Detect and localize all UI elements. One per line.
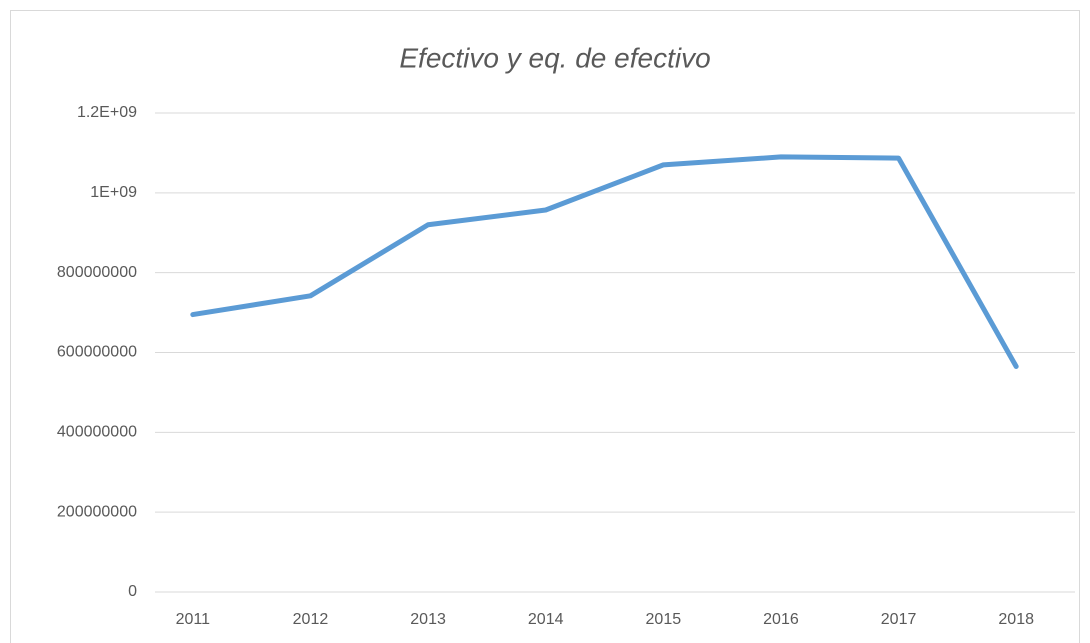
x-tick-label: 2015: [646, 611, 682, 628]
y-tick-label: 0: [128, 583, 137, 600]
y-tick-label: 1.2E+09: [77, 104, 137, 121]
x-tick-label: 2013: [410, 611, 446, 628]
y-tick-label: 400000000: [57, 424, 137, 441]
y-tick-label: 200000000: [57, 503, 137, 520]
y-tick-label: 800000000: [57, 264, 137, 281]
x-tick-label: 2011: [176, 611, 211, 628]
x-tick-label: 2014: [528, 611, 564, 628]
data-line: [190, 154, 1019, 369]
y-tick-label: 1E+09: [90, 184, 137, 201]
x-tick-label: 2017: [881, 611, 917, 628]
chart-title: Efectivo y eq. de efectivo: [399, 42, 710, 73]
x-tick-label: 2018: [998, 611, 1034, 628]
x-tick-label: 2016: [763, 611, 799, 628]
x-tick-label: 2012: [293, 611, 329, 628]
chart-frame: [10, 10, 1080, 643]
y-tick-label: 600000000: [57, 344, 137, 361]
